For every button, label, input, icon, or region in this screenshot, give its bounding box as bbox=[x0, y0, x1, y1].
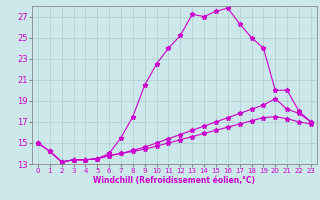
X-axis label: Windchill (Refroidissement éolien,°C): Windchill (Refroidissement éolien,°C) bbox=[93, 176, 255, 185]
